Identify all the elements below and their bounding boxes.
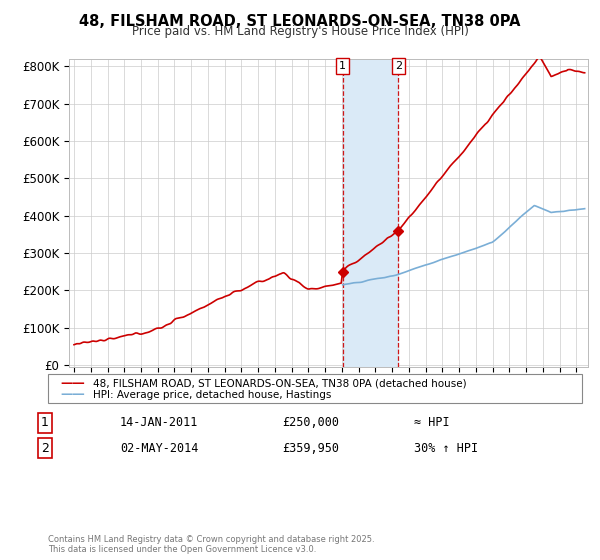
Text: 1: 1 (41, 416, 49, 430)
Text: HPI: Average price, detached house, Hastings: HPI: Average price, detached house, Hast… (93, 390, 331, 400)
Text: Price paid vs. HM Land Registry's House Price Index (HPI): Price paid vs. HM Land Registry's House … (131, 25, 469, 38)
Text: Contains HM Land Registry data © Crown copyright and database right 2025.
This d: Contains HM Land Registry data © Crown c… (48, 535, 374, 554)
Bar (343, 59, 398, 367)
Text: 30% ↑ HPI: 30% ↑ HPI (414, 441, 478, 455)
Text: ≈ HPI: ≈ HPI (414, 416, 449, 430)
Text: 02-MAY-2014: 02-MAY-2014 (120, 441, 199, 455)
Text: 2: 2 (41, 441, 49, 455)
Text: 14-JAN-2011: 14-JAN-2011 (120, 416, 199, 430)
Text: 48, FILSHAM ROAD, ST LEONARDS-ON-SEA, TN38 0PA (detached house): 48, FILSHAM ROAD, ST LEONARDS-ON-SEA, TN… (93, 379, 467, 389)
Text: ——: —— (60, 377, 85, 390)
Text: £250,000: £250,000 (282, 416, 339, 430)
Text: HPI: Average price, detached house, Hastings: HPI: Average price, detached house, Hast… (93, 390, 331, 400)
Text: 1: 1 (339, 61, 346, 71)
Text: 48, FILSHAM ROAD, ST LEONARDS-ON-SEA, TN38 0PA (detached house): 48, FILSHAM ROAD, ST LEONARDS-ON-SEA, TN… (93, 379, 467, 389)
Text: ——: —— (60, 377, 85, 390)
Text: 48, FILSHAM ROAD, ST LEONARDS-ON-SEA, TN38 0PA: 48, FILSHAM ROAD, ST LEONARDS-ON-SEA, TN… (79, 14, 521, 29)
Text: £359,950: £359,950 (282, 441, 339, 455)
Text: ——: —— (60, 388, 85, 402)
Text: 2: 2 (395, 61, 402, 71)
Text: ——: —— (60, 388, 85, 402)
